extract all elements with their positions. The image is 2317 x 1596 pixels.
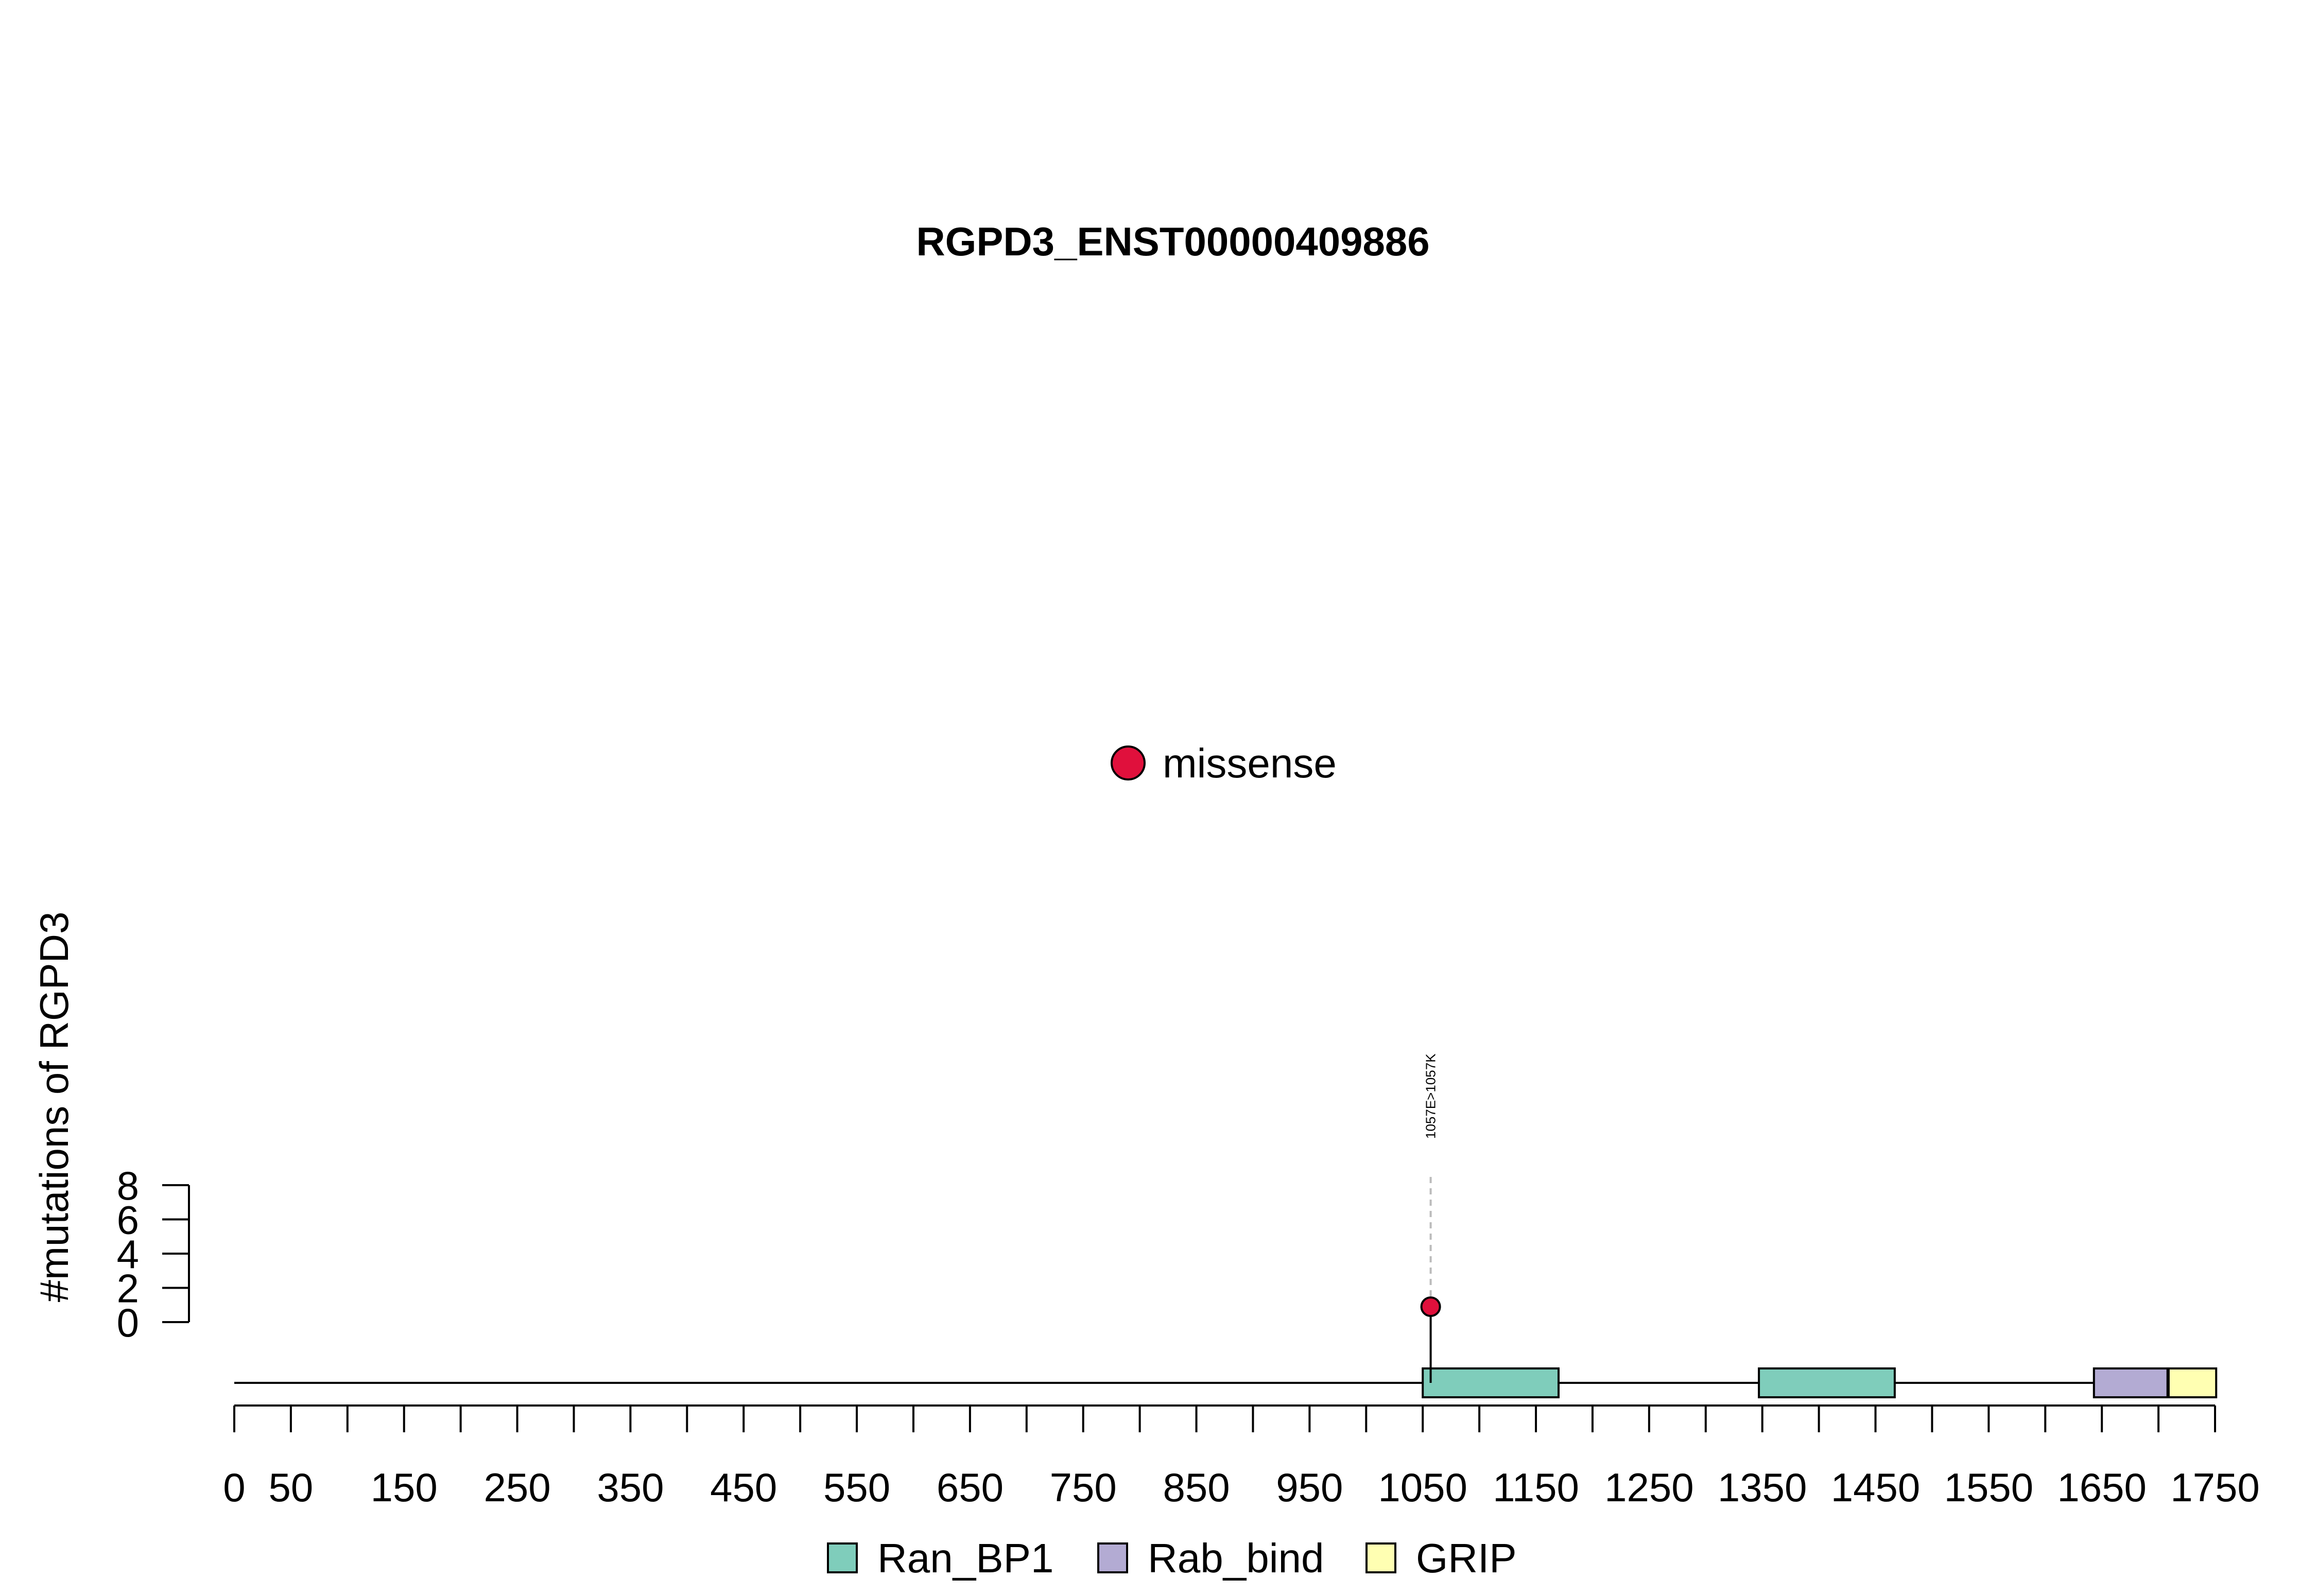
x-tick-label: 1150 [1493, 1465, 1579, 1510]
x-tick-label: 1050 [1378, 1465, 1467, 1510]
type-legend-label: missense [1163, 740, 1337, 786]
x-tick-label: 850 [1163, 1465, 1230, 1510]
y-tick-label: 4 [117, 1231, 139, 1277]
x-tick-label: 950 [1276, 1465, 1343, 1510]
x-tick-label: 550 [823, 1465, 890, 1510]
x-tick-label: 50 [269, 1465, 314, 1510]
legend-label-grip: GRIP [1416, 1535, 1517, 1581]
domain-grip-3 [2167, 1367, 2218, 1398]
domain-legend: Ran_BP1 Rab_bind GRIP [827, 1535, 1517, 1581]
mutation-label: 1057E>1057K [1423, 1053, 1439, 1139]
type-legend-marker [1111, 745, 1146, 780]
mutation-lollipops: 1057E>1057K [1420, 1053, 1441, 1383]
legend-swatch-grip [1365, 1542, 1396, 1573]
x-tick-label: 250 [484, 1465, 551, 1510]
mutation-point [1420, 1296, 1441, 1317]
x-tick-label: 750 [1050, 1465, 1117, 1510]
x-tick-label: 1650 [2057, 1465, 2147, 1510]
type-legend: missense [1111, 740, 1337, 786]
x-tick-label: 1350 [1718, 1465, 1807, 1510]
domain-rab-bind-2 [2093, 1367, 2169, 1398]
chart-title: RGPD3_ENST00000409886 [916, 219, 1429, 264]
legend-label-rab-bind: Rab_bind [1148, 1535, 1324, 1581]
x-tick-label: 0 [223, 1465, 245, 1510]
x-tick-label: 450 [710, 1465, 777, 1510]
x-tick-label: 1550 [1944, 1465, 2034, 1510]
protein-backbone [234, 1367, 2218, 1398]
x-tick-label: 1450 [1831, 1465, 1921, 1510]
y-axis-title: #mutations of RGPD3 [31, 912, 77, 1303]
y-tick-label: 0 [117, 1300, 139, 1345]
domain-ran-bp1-1 [1758, 1367, 1896, 1398]
domain-ran-bp1-0 [1422, 1367, 1560, 1398]
y-tick-label: 6 [117, 1198, 139, 1243]
x-axis: 0 50 150 250 350 450 550 650 750 850 950 1050 1150 12… [223, 1404, 2260, 1510]
x-tick-label: 350 [597, 1465, 664, 1510]
legend-swatch-ran-bp1 [827, 1542, 858, 1573]
x-tick-label: 1250 [1604, 1465, 1694, 1510]
x-tick-label: 1750 [2170, 1465, 2260, 1510]
y-tick-label: 8 [117, 1163, 139, 1208]
legend-swatch-rab-bind [1097, 1542, 1128, 1573]
x-tick-label: 650 [937, 1465, 1004, 1510]
x-tick-label: 150 [371, 1465, 438, 1510]
legend-label-ran-bp1: Ran_BP1 [877, 1535, 1053, 1581]
y-tick-label: 2 [117, 1266, 139, 1311]
